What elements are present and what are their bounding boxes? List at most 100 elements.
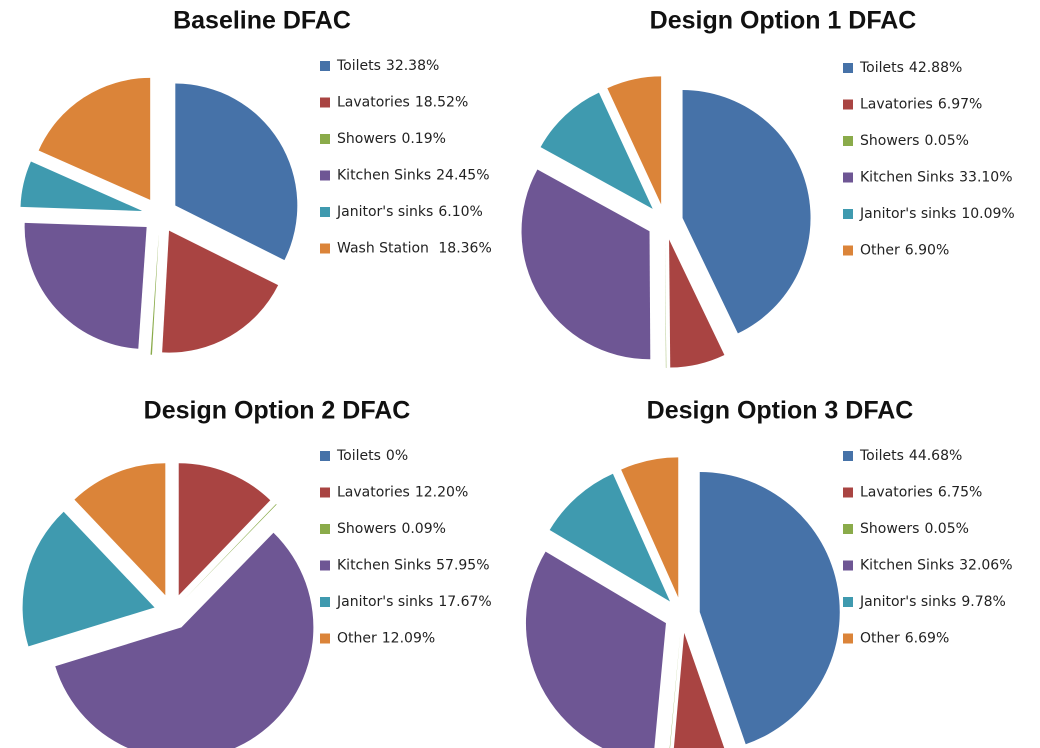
- legend-name: Janitor's sinks: [336, 594, 433, 610]
- legend-name: Janitor's sinks: [336, 204, 433, 220]
- legend-swatch: [320, 487, 330, 498]
- legend-name: Toilets: [336, 58, 381, 74]
- chart-title: Design Option 3 DFAC: [647, 397, 914, 425]
- legend-label: Lavatories 12.20%: [337, 485, 468, 501]
- pie-chart: Design Option 1 DFAC Toilets 42.88% Lavator…: [521, 7, 1015, 368]
- legend-swatch: [320, 560, 330, 571]
- pie-slice: [669, 632, 681, 748]
- pie-chart: Design Option 3 DFAC Toilets 44.68% Lavator…: [525, 397, 1013, 748]
- legend-value: 6.90%: [905, 243, 949, 259]
- legend-label: Janitor's sinks 6.10%: [336, 204, 483, 220]
- legend-name: Showers: [337, 131, 396, 147]
- legend-label: Showers 0.05%: [860, 133, 969, 149]
- legend-name: Toilets: [859, 448, 904, 464]
- pie-slice: [682, 90, 811, 334]
- legend-value: 32.06%: [959, 558, 1012, 574]
- legend-label: Toilets 44.68%: [859, 448, 962, 464]
- legend-label: Wash Station 18.36%: [337, 241, 492, 257]
- legend-label: Lavatories 6.75%: [860, 485, 982, 501]
- legend-swatch: [843, 245, 853, 256]
- pie-slice: [673, 632, 725, 748]
- pie-slice: [669, 239, 725, 368]
- legend-value: 6.75%: [938, 485, 982, 501]
- legend-swatch: [843, 487, 853, 498]
- legend-value: 33.10%: [959, 170, 1012, 186]
- pie-slice: [607, 76, 662, 205]
- pie-slice: [665, 239, 667, 368]
- pie-slice: [24, 222, 147, 349]
- pie-slice: [162, 230, 279, 353]
- legend-name: Lavatories: [860, 97, 933, 113]
- legend-value: 0.09%: [401, 521, 445, 537]
- legend-name: Showers: [337, 521, 396, 537]
- legend-value: 24.45%: [436, 168, 489, 184]
- legend-name: Other: [337, 631, 377, 647]
- legend-swatch: [320, 633, 330, 644]
- legend-swatch: [320, 207, 330, 217]
- pie-slice: [150, 232, 159, 355]
- legend-label: Kitchen Sinks 33.10%: [860, 170, 1013, 186]
- legend-swatch: [843, 63, 853, 73]
- pie-slice: [175, 83, 298, 261]
- chart-title: Design Option 2 DFAC: [144, 397, 411, 425]
- legend-label: Kitchen Sinks 32.06%: [860, 558, 1013, 574]
- legend-value: 44.68%: [909, 448, 962, 464]
- legend-label: Toilets 42.88%: [859, 60, 962, 76]
- legend-label: Showers 0.05%: [860, 521, 969, 537]
- legend-name: Janitor's sinks: [859, 206, 956, 222]
- pie-slice: [549, 473, 671, 602]
- legend-value: 6.69%: [905, 631, 949, 647]
- legend-name: Kitchen Sinks: [337, 558, 431, 574]
- pie-slice: [184, 503, 277, 600]
- legend-label: Lavatories 6.97%: [860, 97, 982, 113]
- legend-value: 0.05%: [924, 521, 968, 537]
- legend-value: 12.20%: [415, 485, 468, 501]
- legend-value: 18.52%: [415, 95, 468, 111]
- pie-slice: [521, 169, 651, 360]
- legend-label: Kitchen Sinks 24.45%: [337, 168, 490, 184]
- legend-name: Janitor's sinks: [859, 594, 956, 610]
- legend-value: 57.95%: [436, 558, 489, 574]
- pie-slice: [38, 77, 151, 200]
- legend-value: 0%: [386, 448, 408, 464]
- legend-label: Toilets 0%: [336, 448, 408, 464]
- legend-swatch: [843, 209, 853, 219]
- pie-slice: [525, 551, 666, 748]
- legend-name: Other: [860, 243, 900, 259]
- pie-slice: [22, 511, 155, 647]
- legend-name: Toilets: [859, 60, 904, 76]
- legend-label: Kitchen Sinks 57.95%: [337, 558, 490, 574]
- legend-value: 0.05%: [924, 133, 968, 149]
- pie-slice: [699, 472, 840, 745]
- legend-label: Janitor's sinks 9.78%: [859, 594, 1006, 610]
- pie-chart: Baseline DFAC Toilets 32.38% Lavatories 18.5…: [20, 7, 492, 355]
- legend-name: Wash Station: [337, 241, 433, 257]
- legend-label: Janitor's sinks 17.67%: [336, 594, 492, 610]
- legend-swatch: [843, 136, 853, 146]
- legend-swatch: [843, 524, 853, 534]
- legend-value: 0.19%: [401, 131, 445, 147]
- legend-name: Other: [860, 631, 900, 647]
- legend-name: Kitchen Sinks: [860, 558, 954, 574]
- legend-swatch: [843, 633, 853, 644]
- legend-label: Other 12.09%: [337, 631, 435, 647]
- legend-swatch: [843, 560, 853, 571]
- legend-swatch: [843, 451, 853, 461]
- legend-name: Lavatories: [860, 485, 933, 501]
- legend-swatch: [843, 597, 853, 607]
- legend-name: Kitchen Sinks: [337, 168, 431, 184]
- legend-value: 6.97%: [938, 97, 982, 113]
- legend-label: Janitor's sinks 10.09%: [859, 206, 1015, 222]
- legend-name: Showers: [860, 133, 919, 149]
- pie-chart: Design Option 2 DFAC Toilets 0% Lavatories 1…: [22, 397, 492, 748]
- pie-slice: [20, 161, 143, 211]
- legend-value: 6.10%: [438, 204, 482, 220]
- legend-name: Showers: [860, 521, 919, 537]
- legend-swatch: [320, 61, 330, 71]
- legend-swatch: [320, 170, 330, 181]
- legend-swatch: [320, 97, 330, 108]
- legend-value: 17.67%: [438, 594, 491, 610]
- legend-value: 32.38%: [386, 58, 439, 74]
- legend-value: 18.36%: [438, 241, 491, 257]
